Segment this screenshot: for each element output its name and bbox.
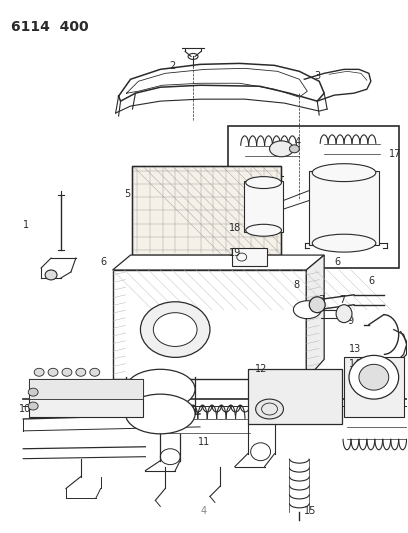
Ellipse shape [62, 368, 72, 376]
Text: 7: 7 [339, 295, 345, 305]
Text: 4: 4 [201, 506, 207, 516]
Bar [232, 248, 266, 266]
Bar [29, 379, 144, 399]
Text: 17: 17 [389, 149, 401, 159]
Bar [344, 358, 404, 417]
Ellipse shape [34, 368, 44, 376]
Ellipse shape [246, 176, 282, 189]
Bar [133, 166, 282, 255]
Bar [29, 379, 144, 417]
Ellipse shape [28, 402, 38, 410]
Text: 4: 4 [295, 137, 301, 147]
Text: 2: 2 [169, 61, 175, 71]
Ellipse shape [28, 388, 38, 396]
Text: 6: 6 [369, 276, 375, 286]
Ellipse shape [48, 368, 58, 376]
Text: 6114  400: 6114 400 [11, 20, 89, 34]
Ellipse shape [76, 368, 86, 376]
Text: 8: 8 [293, 280, 299, 290]
Ellipse shape [256, 399, 284, 419]
Ellipse shape [126, 394, 195, 434]
Ellipse shape [293, 301, 321, 319]
Bar [113, 270, 306, 379]
Text: 15: 15 [304, 506, 317, 516]
Text: 14: 14 [349, 359, 361, 369]
Ellipse shape [359, 365, 389, 390]
Text: 13: 13 [349, 344, 361, 354]
Text: 3: 3 [314, 71, 320, 82]
Ellipse shape [312, 164, 376, 182]
Polygon shape [113, 255, 324, 270]
Ellipse shape [153, 313, 197, 346]
Text: 9: 9 [347, 316, 353, 326]
Bar [248, 369, 342, 424]
Ellipse shape [309, 297, 325, 313]
Text: 19: 19 [229, 248, 241, 258]
Bar [133, 166, 282, 255]
Text: 10: 10 [19, 404, 31, 414]
Text: 1: 1 [23, 220, 29, 230]
Text: 6: 6 [334, 257, 340, 267]
Ellipse shape [349, 356, 399, 399]
Ellipse shape [270, 141, 293, 157]
Ellipse shape [289, 145, 299, 153]
Text: 12: 12 [255, 365, 267, 374]
Ellipse shape [126, 369, 195, 409]
Text: 6: 6 [344, 305, 350, 315]
Ellipse shape [246, 224, 282, 236]
Ellipse shape [140, 302, 210, 358]
Bar [228, 126, 399, 268]
Text: 11: 11 [198, 437, 210, 447]
Ellipse shape [312, 234, 376, 252]
Bar [244, 181, 284, 232]
Polygon shape [306, 255, 324, 379]
Text: 7: 7 [318, 295, 324, 305]
Text: 16: 16 [354, 377, 366, 387]
Ellipse shape [90, 368, 100, 376]
Bar [248, 369, 342, 394]
Ellipse shape [336, 305, 352, 322]
Bar [309, 171, 379, 245]
Text: 5: 5 [124, 189, 131, 198]
Text: 6: 6 [101, 257, 107, 267]
Text: 18: 18 [229, 223, 241, 233]
Ellipse shape [45, 270, 57, 280]
